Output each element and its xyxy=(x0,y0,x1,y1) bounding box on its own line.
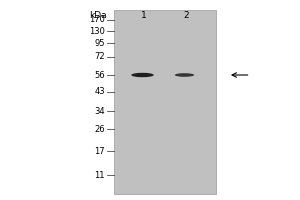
Text: 56: 56 xyxy=(94,71,105,79)
Ellipse shape xyxy=(131,73,154,77)
Text: kDa: kDa xyxy=(89,11,106,20)
Text: 2: 2 xyxy=(183,11,189,20)
Bar xyxy=(114,10,216,194)
Text: 26: 26 xyxy=(94,124,105,134)
Ellipse shape xyxy=(175,73,194,77)
Text: 130: 130 xyxy=(89,26,105,36)
Text: 1: 1 xyxy=(141,11,147,20)
Text: 34: 34 xyxy=(94,107,105,116)
Text: 170: 170 xyxy=(89,16,105,24)
Text: 72: 72 xyxy=(94,52,105,61)
Text: 17: 17 xyxy=(94,146,105,156)
Text: 43: 43 xyxy=(94,88,105,97)
Text: 95: 95 xyxy=(94,38,105,47)
Text: 11: 11 xyxy=(94,170,105,180)
